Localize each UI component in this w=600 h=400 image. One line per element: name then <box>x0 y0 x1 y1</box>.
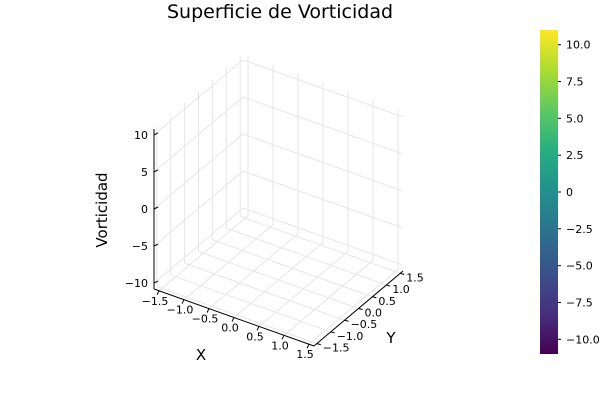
y-tick-mark <box>344 319 349 322</box>
floor-grid-line-y <box>226 227 387 286</box>
x-tick-label: 0.5 <box>246 330 264 343</box>
colorbar-tick-label: −10.0 <box>566 333 600 346</box>
colorbar: −10.0 −7.5 −5.0 −2.5 0 2.5 5.0 7.5 10.0 <box>540 30 600 354</box>
z-tick-label: 5 <box>141 166 148 179</box>
z-tick-mark <box>153 280 159 284</box>
colorbar-tick-label: −5.0 <box>566 260 593 273</box>
axis-layer <box>153 129 405 349</box>
back-wall-grid-line-z <box>242 133 404 192</box>
chart-title: Superficie de Vorticidad <box>167 1 393 23</box>
z-tick-mark <box>153 243 159 247</box>
side-wall-grid-line-z <box>153 96 244 173</box>
back-wall-grid-line-z <box>242 59 404 118</box>
y-tick-label: 0.0 <box>365 307 383 320</box>
floor-grid-line-y <box>156 286 317 345</box>
x-tick-label: −1.0 <box>167 304 194 317</box>
colorbar-ticks: −10.0 −7.5 −5.0 −2.5 0 2.5 5.0 7.5 10.0 <box>558 39 600 346</box>
side-wall-grid-line-z <box>153 207 244 284</box>
floor-grid-line-y <box>198 251 359 309</box>
x-tick-mark <box>231 317 235 322</box>
y-tick-label: 1.5 <box>406 271 424 284</box>
y-tick-label: 0.5 <box>378 295 396 308</box>
floor-grid-line-y <box>240 215 401 274</box>
z-tick-label: 0 <box>141 203 148 216</box>
x-tick-label: 1.5 <box>296 348 314 361</box>
y-tick-mark <box>372 296 377 299</box>
floor-grid-line-y <box>170 274 331 333</box>
side-wall-grid-line-z <box>153 133 244 210</box>
back-wall-grid-line-z <box>242 170 404 229</box>
colorbar-tick-label: 2.5 <box>566 149 584 162</box>
x-tick-label: −1.5 <box>142 295 169 308</box>
y-tick-label: −1.0 <box>337 330 364 343</box>
x-tick-label: 0.0 <box>221 322 239 335</box>
side-wall-grid-line-z <box>153 170 244 247</box>
colorbar-tick-label: 5.0 <box>566 112 584 125</box>
x-tick-label: 1.0 <box>271 339 289 352</box>
colorbar-tick-label: −7.5 <box>566 296 593 309</box>
colorbar-gradient <box>540 30 558 354</box>
y-tick-label: −0.5 <box>351 318 378 331</box>
colorbar-tick-label: 7.5 <box>566 76 584 89</box>
back-wall-grid-line-z <box>242 96 404 155</box>
z-axis-label: Vorticidad <box>93 172 111 247</box>
z-tick-label: 10 <box>134 129 148 142</box>
floor-grid-line-y <box>212 239 373 298</box>
x-tick-mark <box>281 335 285 340</box>
colorbar-tick-label: 10.0 <box>566 39 591 52</box>
grid-layer <box>153 55 404 345</box>
y-tick-label: 1.0 <box>392 283 410 296</box>
x-tick-mark <box>306 343 310 349</box>
tick-layer: −1.5−1.0−0.50.00.51.01.5−1.5−1.0−0.50.00… <box>125 129 424 361</box>
floor-grid-line-y <box>184 262 345 321</box>
y-tick-mark <box>330 331 335 334</box>
x-tick-label: −0.5 <box>192 313 219 326</box>
colorbar-tick-label: −2.5 <box>566 223 593 236</box>
y-tick-mark <box>358 308 363 310</box>
x-tick-mark <box>206 308 210 313</box>
y-axis-label: Y <box>385 329 396 347</box>
colorbar-tick-label: 0 <box>566 186 573 199</box>
side-wall-grid-line-z <box>153 59 244 136</box>
x-tick-mark <box>256 326 260 331</box>
z-tick-label: −5 <box>132 240 148 253</box>
y-tick-mark <box>400 272 405 275</box>
y-tick-label: −1.5 <box>323 342 350 355</box>
y-tick-mark <box>316 343 321 346</box>
back-wall-grid-line-z <box>242 207 404 266</box>
z-tick-mark <box>153 132 159 136</box>
z-tick-mark <box>153 206 159 210</box>
x-tick-mark <box>156 290 160 296</box>
x-tick-mark <box>181 299 185 304</box>
z-tick-label: −10 <box>125 277 148 290</box>
x-axis-label: X <box>196 346 206 364</box>
y-tick-mark <box>386 284 391 287</box>
z-tick-mark <box>153 169 159 173</box>
